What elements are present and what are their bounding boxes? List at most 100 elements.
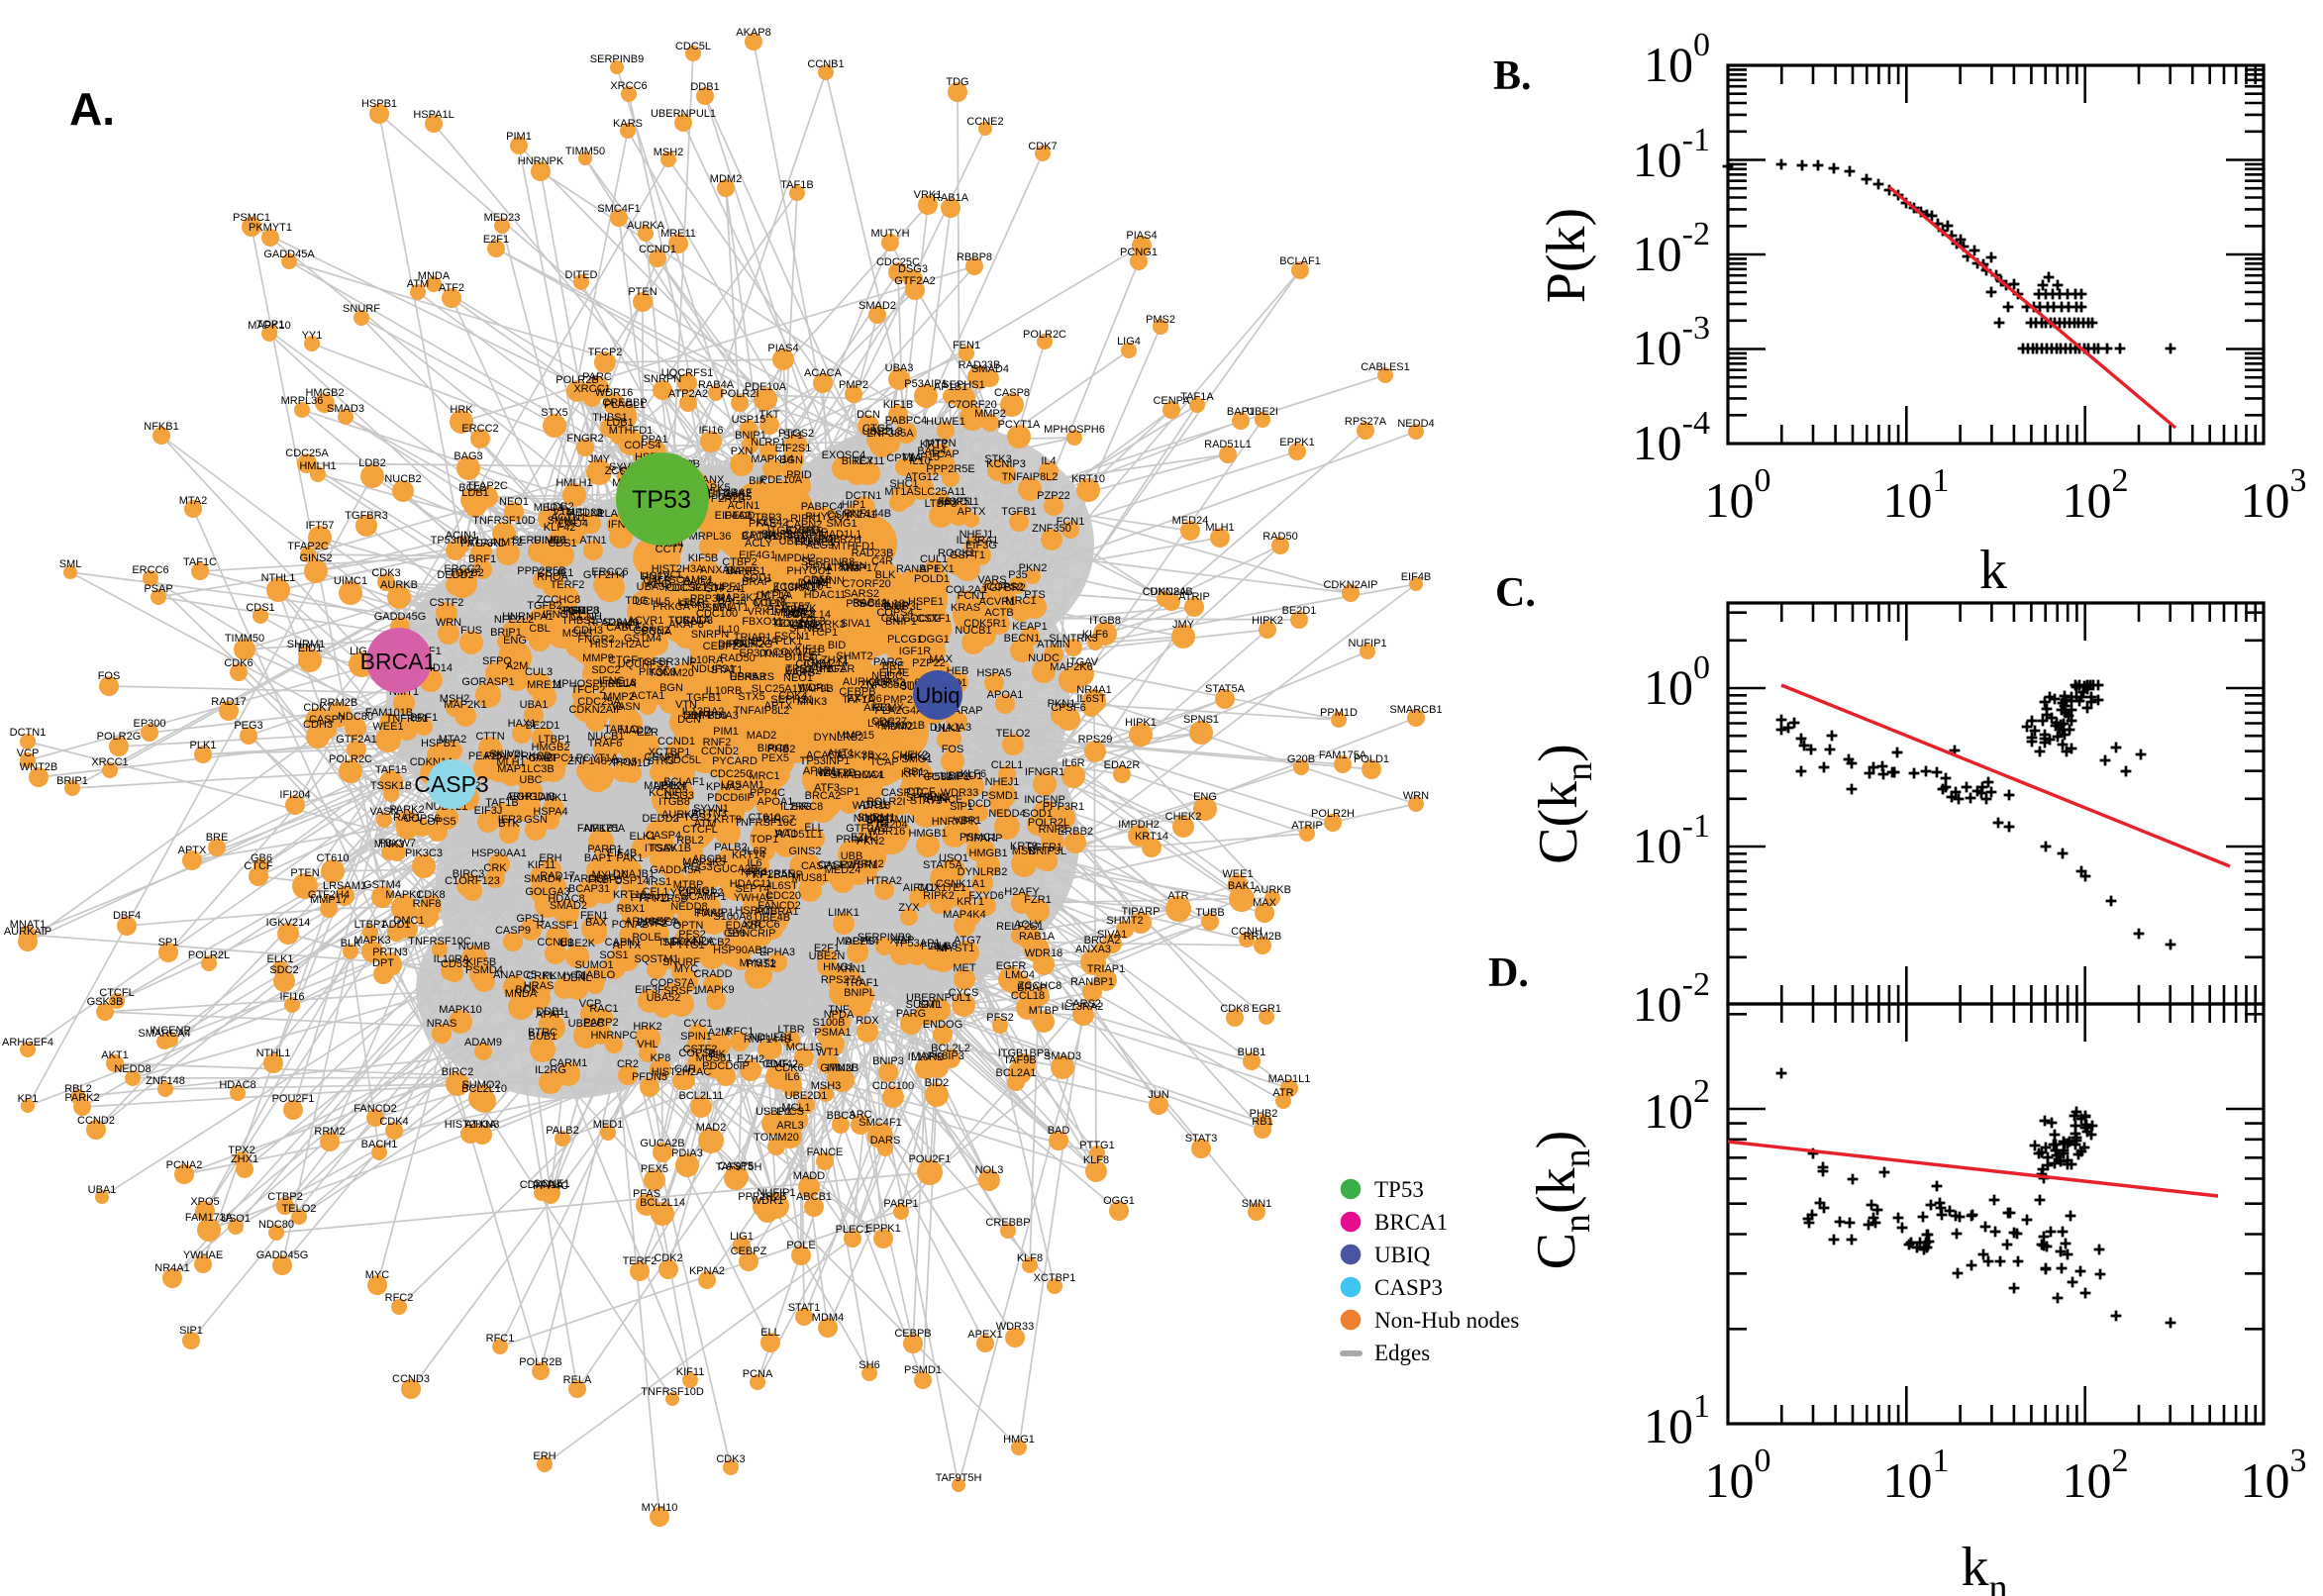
svg-text:GORASP1: GORASP1 xyxy=(461,676,514,688)
svg-text:HSPB1: HSPB1 xyxy=(421,738,456,749)
svg-text:CDC25A: CDC25A xyxy=(285,448,329,459)
svg-text:LMO4: LMO4 xyxy=(1005,969,1035,981)
svg-text:CDS1: CDS1 xyxy=(246,602,274,614)
svg-text:TOMM20: TOMM20 xyxy=(649,667,694,679)
svg-text:CUL1: CUL1 xyxy=(920,553,948,565)
svg-text:KIF11: KIF11 xyxy=(676,1366,705,1378)
svg-text:NDC80: NDC80 xyxy=(258,1219,294,1231)
svg-text:TP53AP1: TP53AP1 xyxy=(893,938,940,949)
svg-text:ARC: ARC xyxy=(849,1109,871,1121)
svg-text:UBE2K: UBE2K xyxy=(559,938,596,949)
svg-text:CDC5L: CDC5L xyxy=(665,754,701,766)
svg-text:MAP3K5: MAP3K5 xyxy=(682,856,725,868)
svg-text:CDK7: CDK7 xyxy=(1028,141,1057,152)
svg-text:ERCC2: ERCC2 xyxy=(461,423,498,435)
svg-text:PSMC1: PSMC1 xyxy=(960,832,997,844)
svg-text:ACLY: ACLY xyxy=(1014,919,1043,931)
svg-text:BCL2L11: BCL2L11 xyxy=(678,1090,723,1102)
svg-text:ZYX: ZYX xyxy=(898,902,920,914)
svg-text:DSG3: DSG3 xyxy=(664,790,694,802)
svg-text:PLK1: PLK1 xyxy=(190,740,217,751)
svg-text:CAPN1: CAPN1 xyxy=(605,937,642,948)
svg-text:IRS1: IRS1 xyxy=(648,876,671,888)
svg-text:PMP2: PMP2 xyxy=(839,379,868,391)
svg-text:CDK6: CDK6 xyxy=(224,657,252,669)
svg-text:DARS: DARS xyxy=(870,1135,901,1147)
svg-text:HNRNPC: HNRNPC xyxy=(590,1030,637,1042)
svg-text:TCP1: TCP1 xyxy=(810,627,838,639)
svg-text:UBIQ: UBIQ xyxy=(1374,1243,1431,1267)
svg-text:EPPK1: EPPK1 xyxy=(1279,437,1314,449)
svg-text:PCYT1A: PCYT1A xyxy=(998,419,1041,431)
svg-text:GADD45A: GADD45A xyxy=(263,249,315,260)
svg-text:BACH1: BACH1 xyxy=(361,1139,398,1150)
svg-text:MSH2: MSH2 xyxy=(654,147,684,158)
svg-text:UCHL5: UCHL5 xyxy=(635,596,670,608)
svg-text:DSG3: DSG3 xyxy=(898,263,928,275)
svg-text:ELK1: ELK1 xyxy=(267,953,294,965)
svg-text:FUS: FUS xyxy=(460,625,482,637)
svg-text:KLF8: KLF8 xyxy=(1083,1154,1109,1166)
svg-text:CCNE2: CCNE2 xyxy=(966,116,1003,128)
svg-text:MPHOSPH6: MPHOSPH6 xyxy=(1044,424,1105,436)
svg-text:EIF4A2: EIF4A2 xyxy=(715,510,752,522)
svg-text:IL6ST: IL6ST xyxy=(1076,693,1106,705)
svg-text:CDC25C: CDC25C xyxy=(710,768,754,780)
svg-text:NTHL1: NTHL1 xyxy=(261,572,296,584)
svg-text:RNF2: RNF2 xyxy=(1039,824,1067,836)
svg-text:RELA: RELA xyxy=(563,1374,592,1386)
svg-text:BIRC8: BIRC8 xyxy=(791,801,823,813)
svg-text:CDKN2AIP: CDKN2AIP xyxy=(568,704,623,716)
svg-text:AKT1: AKT1 xyxy=(827,748,855,759)
svg-text:EPHA3: EPHA3 xyxy=(759,947,795,958)
svg-text:IL18: IL18 xyxy=(615,677,636,689)
svg-text:BRE: BRE xyxy=(206,832,229,844)
svg-text:CDC100: CDC100 xyxy=(872,1080,914,1092)
svg-text:MTA2: MTA2 xyxy=(179,495,208,507)
svg-text:TRIAP1: TRIAP1 xyxy=(1087,963,1126,975)
svg-text:PCNA: PCNA xyxy=(743,1368,773,1380)
svg-text:KP8: KP8 xyxy=(651,1052,671,1064)
svg-text:P35: P35 xyxy=(846,598,865,610)
svg-text:TGFBR3: TGFBR3 xyxy=(345,510,387,522)
svg-text:RFC2: RFC2 xyxy=(385,1292,414,1304)
svg-text:POLR2B: POLR2B xyxy=(519,1356,561,1368)
svg-text:EGR1: EGR1 xyxy=(1252,1003,1281,1015)
svg-text:JUN: JUN xyxy=(1148,1089,1168,1101)
svg-text:AKAP8: AKAP8 xyxy=(736,27,770,39)
svg-text:BID2: BID2 xyxy=(925,1077,949,1089)
svg-text:TGFB1: TGFB1 xyxy=(686,692,721,704)
svg-text:MMP15: MMP15 xyxy=(837,730,874,742)
svg-text:USO1: USO1 xyxy=(939,852,968,864)
svg-text:BIRC7: BIRC7 xyxy=(842,455,873,467)
svg-text:NEDD4: NEDD4 xyxy=(1397,418,1434,430)
svg-text:SIP1: SIP1 xyxy=(179,1325,203,1337)
svg-text:IFI16: IFI16 xyxy=(279,991,304,1003)
svg-text:ELL: ELL xyxy=(804,822,824,834)
svg-text:NHEJ1: NHEJ1 xyxy=(960,529,994,541)
svg-text:YY1: YY1 xyxy=(302,330,323,342)
svg-text:WDR16: WDR16 xyxy=(595,387,634,399)
svg-text:ENG: ENG xyxy=(1193,791,1217,803)
svg-text:SMAD3: SMAD3 xyxy=(327,403,364,415)
svg-text:TP53INP1: TP53INP1 xyxy=(431,535,481,547)
svg-text:GTF2H4: GTF2H4 xyxy=(308,889,350,901)
svg-text:SPTAN1: SPTAN1 xyxy=(906,792,948,804)
svg-text:TAF1C: TAF1C xyxy=(183,556,217,568)
svg-text:CDK8: CDK8 xyxy=(1220,1003,1249,1015)
svg-text:AURKAIP: AURKAIP xyxy=(4,926,51,938)
svg-text:CDK4: CDK4 xyxy=(778,690,807,702)
svg-text:AURKA: AURKA xyxy=(661,809,700,821)
svg-text:POLR2G: POLR2G xyxy=(97,731,142,743)
svg-text:FNGR2: FNGR2 xyxy=(566,433,603,445)
svg-text:BCLAF1: BCLAF1 xyxy=(663,776,705,788)
svg-text:GINS2: GINS2 xyxy=(788,846,821,857)
svg-text:CDK7: CDK7 xyxy=(303,702,332,714)
svg-text:NRAS: NRAS xyxy=(427,1018,457,1030)
svg-text:ITGAV: ITGAV xyxy=(1066,656,1099,668)
svg-text:BCL2L10: BCL2L10 xyxy=(461,1083,507,1095)
svg-text:TELO2: TELO2 xyxy=(996,728,1031,740)
svg-text:CDC5L: CDC5L xyxy=(675,41,711,52)
svg-text:CCND1: CCND1 xyxy=(639,244,676,255)
svg-text:CASP8: CASP8 xyxy=(994,387,1030,399)
